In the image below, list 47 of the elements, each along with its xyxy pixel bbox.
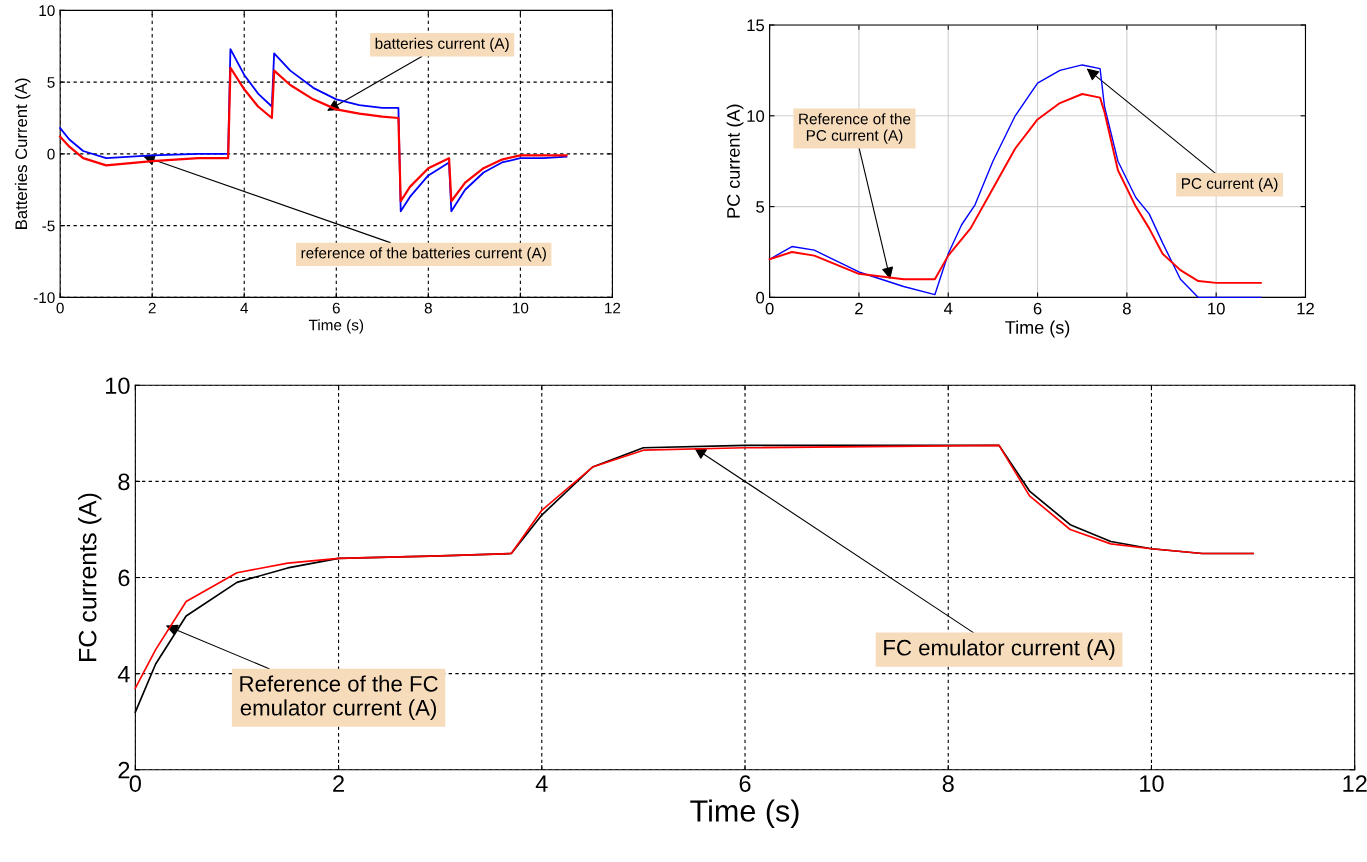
- y-tick-label: 5: [756, 201, 765, 213]
- x-tick-label: 4: [943, 302, 953, 315]
- y-tick-label: 2: [118, 761, 130, 779]
- y-axis-title: FC currents (A): [78, 493, 102, 661]
- x-tick-label: 10: [1208, 302, 1225, 315]
- x-tick-label: 2: [333, 775, 344, 792]
- y-tick-label: 4: [117, 665, 130, 683]
- x-tick-label: 8: [424, 302, 432, 314]
- y-tick-label: -10: [33, 292, 55, 304]
- y-tick-label: 0: [756, 291, 765, 304]
- y-tick-label: 6: [118, 569, 130, 587]
- annotation: PC current (A): [1182, 177, 1278, 192]
- x-tick-label: 4: [535, 775, 548, 792]
- y-tick-label: 10: [106, 377, 130, 395]
- x-tick-label: 12: [1343, 775, 1367, 792]
- annotation: Reference of the FC emulator current (A): [240, 675, 438, 720]
- x-axis-title: Time (s): [690, 799, 799, 828]
- annotation: Reference of the PC current (A): [799, 113, 911, 144]
- y-tick-label: 10: [39, 5, 55, 17]
- y-tick-label: 10: [747, 110, 765, 122]
- annotation: reference of the batteries current (A): [301, 247, 546, 262]
- x-tick-label: 0: [129, 775, 141, 792]
- x-tick-label: 2: [148, 302, 156, 314]
- line-series: [59, 66, 568, 203]
- x-axis-title: Time (s): [308, 319, 364, 334]
- y-tick-label: 5: [47, 77, 55, 88]
- x-tick-label: 8: [1122, 302, 1131, 315]
- x-tick-label: 6: [332, 302, 340, 314]
- y-tick-label: 8: [118, 473, 130, 491]
- annotation: batteries current (A): [375, 37, 509, 52]
- annotation: FC emulator current (A): [884, 639, 1115, 660]
- x-tick-label: 0: [765, 302, 774, 315]
- x-tick-label: 12: [1297, 302, 1314, 315]
- x-tick-label: 12: [605, 302, 621, 314]
- x-tick-label: 0: [56, 302, 64, 314]
- x-tick-label: 10: [513, 302, 529, 314]
- y-tick-label: 0: [47, 148, 55, 160]
- x-tick-label: 2: [855, 302, 863, 315]
- x-tick-label: 6: [1033, 302, 1042, 315]
- x-axis-title: Time (s): [1005, 320, 1070, 338]
- y-tick-label: -5: [42, 220, 55, 232]
- y-axis-title: PC current (A): [726, 104, 744, 218]
- y-tick-label: 15: [747, 19, 765, 32]
- x-tick-label: 4: [240, 302, 249, 314]
- x-tick-label: 10: [1140, 775, 1164, 792]
- y-axis-title: Batteries Current (A): [14, 78, 31, 229]
- x-tick-label: 8: [942, 775, 954, 792]
